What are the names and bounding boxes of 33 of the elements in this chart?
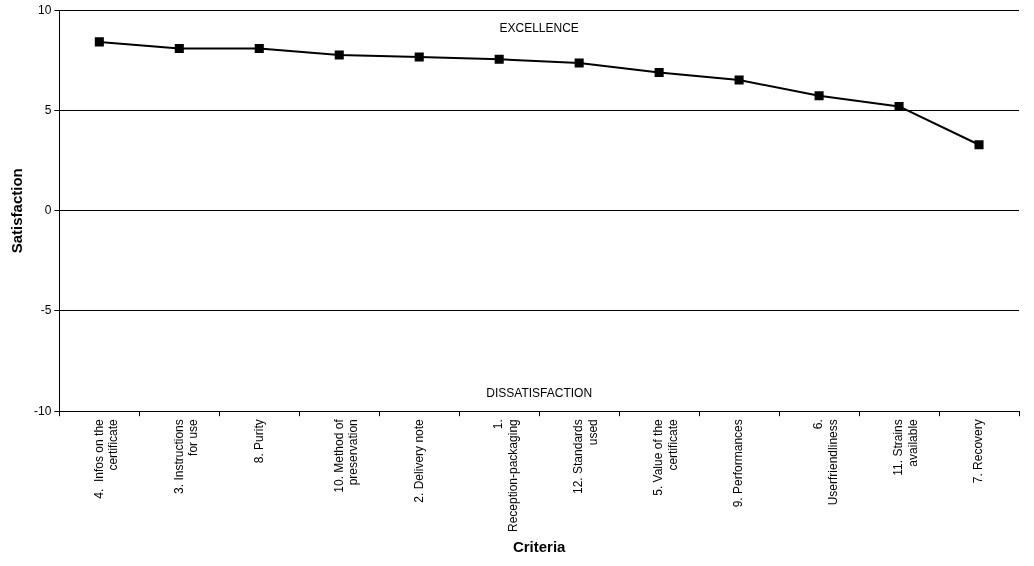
x-tick-label: 10. Method of preservation [331, 418, 360, 493]
y-tick-label: 10 [37, 2, 52, 17]
point [574, 58, 584, 68]
point [494, 54, 504, 64]
y-tick-label: 5 [44, 102, 52, 117]
point [654, 68, 664, 78]
x-axis-title: Criteria [512, 538, 567, 556]
x-tick-label: 8. Purity [251, 419, 266, 464]
y-axis-title: Satisfaction [8, 168, 26, 254]
x-tick-label: 6. Userfriendliness [811, 419, 840, 506]
point [174, 43, 184, 54]
x-tick-label: 12. Standards used [571, 419, 600, 494]
point [94, 37, 104, 47]
annotation: DISSATISFACTION [486, 386, 593, 401]
x-tick-label: 2. Delivery note [411, 418, 426, 503]
x-tick-label: 7. Recovery [971, 419, 986, 484]
point [894, 101, 904, 111]
point [734, 75, 744, 85]
point [254, 43, 264, 54]
y-tick-label: -5 [40, 303, 52, 318]
annotation: EXCELLENCE [499, 21, 579, 36]
point [334, 50, 344, 60]
x-tick-label: 1. Reception-packaging [491, 419, 520, 533]
x-tick-label: 4. Infos on the certificate [91, 418, 121, 499]
y-tick-label: -10 [34, 403, 52, 418]
x-tick-label: 5. Value of the certificate [651, 418, 680, 496]
point [414, 52, 424, 62]
y-tick-label: 0 [44, 203, 52, 218]
x-tick-label: 3. Instructions for use [171, 418, 201, 494]
point [814, 91, 824, 101]
point [974, 140, 984, 150]
x-tick-label: 11. Strains available [891, 418, 920, 476]
x-tick-label: 9. Performances [731, 419, 746, 508]
